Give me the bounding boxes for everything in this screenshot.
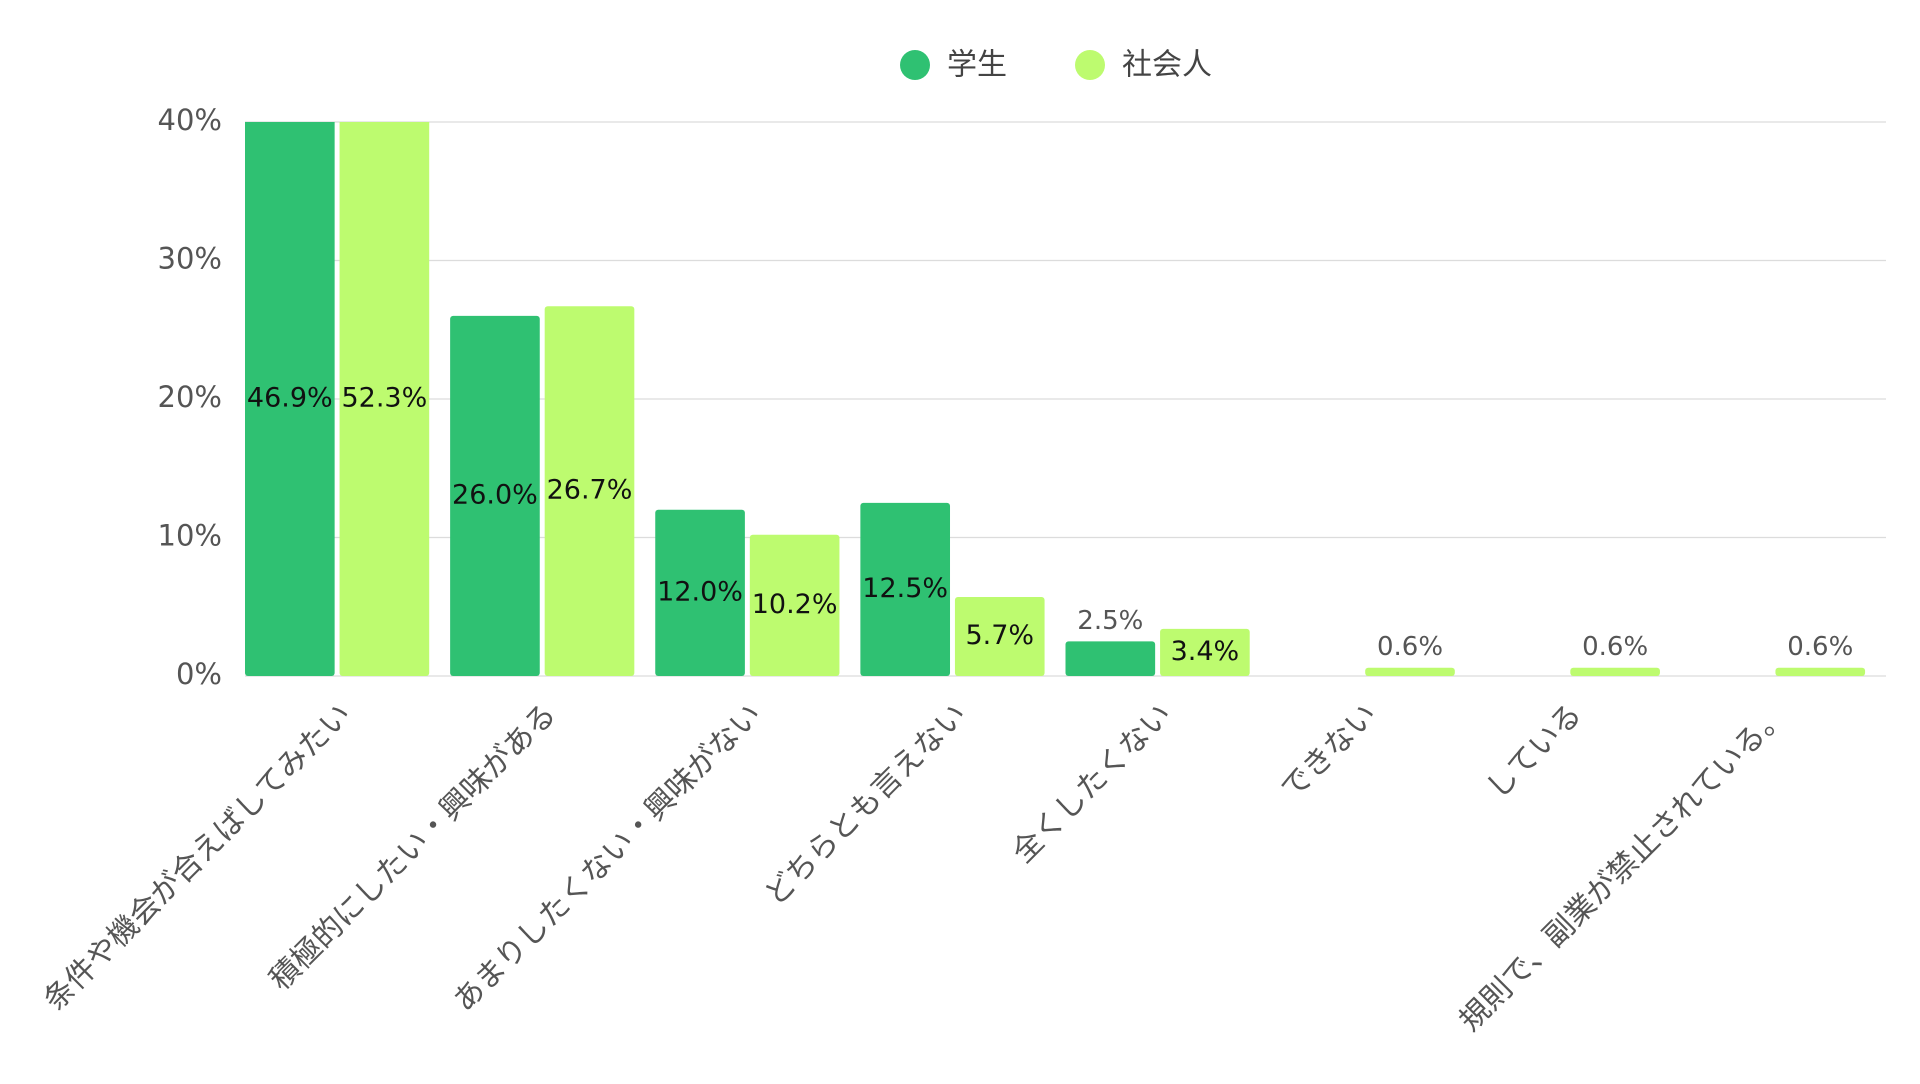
data-label: 46.9% (247, 383, 333, 414)
x-tick-label: 規則で、副業が禁止されている。 (1453, 697, 1794, 1038)
y-tick-label: 10% (158, 519, 222, 553)
data-label: 12.0% (657, 576, 743, 607)
y-tick-label: 20% (158, 380, 222, 414)
data-label: 3.4% (1171, 636, 1240, 667)
legend-marker (900, 50, 930, 80)
data-label: 0.6% (1582, 632, 1648, 662)
x-tick-label: どちらとも言えない (758, 697, 974, 913)
data-label: 12.5% (862, 573, 948, 604)
bar (450, 315, 540, 676)
bar (339, 122, 430, 676)
data-label: 0.6% (1377, 632, 1443, 662)
bar (749, 534, 840, 676)
data-label: 10.2% (752, 589, 838, 620)
y-tick-label: 40% (158, 103, 222, 137)
x-tick-label: している (1480, 697, 1589, 806)
bar (544, 306, 635, 676)
bar (1065, 641, 1156, 676)
legend-label: 社会人 (1122, 48, 1212, 83)
legend-marker (1075, 50, 1105, 80)
x-tick-label: できない (1274, 697, 1384, 807)
y-tick-label: 0% (176, 657, 222, 691)
bar (860, 502, 951, 676)
bar (1775, 667, 1866, 676)
y-tick-label: 30% (158, 242, 222, 276)
bar (1365, 667, 1455, 676)
plot-area (245, 122, 1866, 676)
data-label: 26.7% (547, 475, 633, 506)
bar (1570, 667, 1660, 676)
bar (1160, 628, 1250, 676)
x-tick-label: 全くしたくない (1006, 697, 1179, 870)
data-label: 2.5% (1077, 606, 1143, 636)
data-label: 26.0% (452, 479, 538, 510)
bar (954, 597, 1045, 676)
bar (655, 509, 745, 676)
data-label: 5.7% (965, 620, 1034, 651)
data-label: 52.3% (341, 383, 427, 414)
bar (245, 122, 335, 676)
legend-label: 学生 (947, 48, 1007, 83)
data-label: 0.6% (1787, 632, 1853, 662)
